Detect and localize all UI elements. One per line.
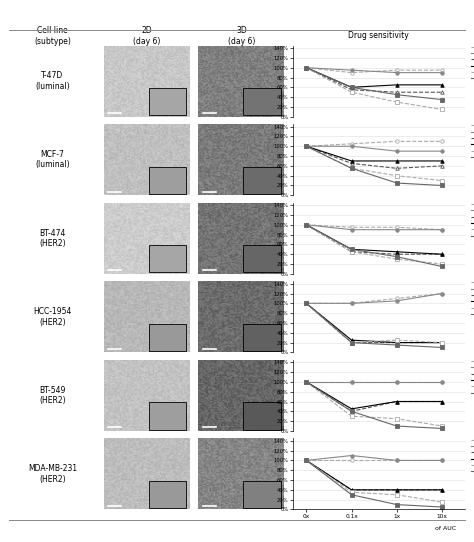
- Bar: [148, 246, 186, 273]
- Bar: [148, 167, 186, 194]
- Text: of AUC: of AUC: [435, 526, 456, 531]
- Bar: [243, 88, 281, 115]
- Bar: [148, 324, 186, 351]
- Text: 3D
(day 6): 3D (day 6): [228, 26, 255, 46]
- Text: Drug sensitivity: Drug sensitivity: [348, 31, 409, 41]
- Text: MCF-7
(luminal): MCF-7 (luminal): [35, 150, 70, 170]
- Text: HCC-1954
(HER2): HCC-1954 (HER2): [33, 307, 72, 326]
- Bar: [243, 403, 281, 429]
- Text: 2D
(day 6): 2D (day 6): [133, 26, 161, 46]
- Text: BT-549
(HER2): BT-549 (HER2): [39, 386, 66, 405]
- Bar: [148, 403, 186, 429]
- Text: T-47D
(luminal): T-47D (luminal): [35, 72, 70, 91]
- Text: BT-474
(HER2): BT-474 (HER2): [39, 229, 66, 248]
- Bar: [243, 167, 281, 194]
- Legend: SFU (2D), SFU (3D), PTX (2D), PTX (3D), ADR (2D), ADR (3D): SFU (2D), SFU (3D), PTX (2D), PTX (3D), …: [471, 202, 474, 238]
- Bar: [243, 324, 281, 351]
- Bar: [148, 481, 186, 508]
- Text: MDA-MB-231
(HER2): MDA-MB-231 (HER2): [28, 464, 77, 483]
- Legend: SFU (2D), SFU (3D), PTX (2D), PTX (3D), ADR (2D), ADR (3D): SFU (2D), SFU (3D), PTX (2D), PTX (3D), …: [471, 44, 474, 81]
- Legend: SFU (2D), SFU (3D), PTX (2D), PTX (3D), ADR (2D), ADR (3D): SFU (2D), SFU (3D), PTX (2D), PTX (3D), …: [471, 359, 474, 396]
- Bar: [243, 246, 281, 273]
- Legend: SFU (2D), SFU (3D), PTX (2D), PTX (3D), ADR (2D), ADR (3D): SFU (2D), SFU (3D), PTX (2D), PTX (3D), …: [471, 123, 474, 160]
- Text: Cell line
(subtype): Cell line (subtype): [34, 26, 71, 46]
- Bar: [243, 481, 281, 508]
- Bar: [148, 88, 186, 115]
- Legend: SFU (2D), SFU (3D), PTX (2D), PTX (3D), ADR (2D), ADR (3D): SFU (2D), SFU (3D), PTX (2D), PTX (3D), …: [471, 280, 474, 317]
- Legend: SFU (2D), SFU (3D), PTX (2D), PTX (3D), ADR (2D), ADR (3D): SFU (2D), SFU (3D), PTX (2D), PTX (3D), …: [471, 437, 474, 474]
